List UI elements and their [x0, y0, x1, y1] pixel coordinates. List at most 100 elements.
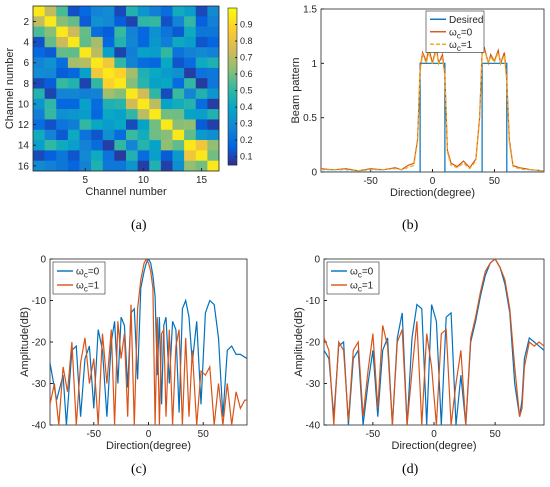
heatmap-cell — [172, 36, 185, 48]
heatmap-cell — [91, 67, 104, 79]
colorbar-band — [228, 112, 237, 116]
ytick-label-d: -10 — [306, 296, 321, 307]
colorbar-band — [228, 136, 237, 140]
heatmap-cell — [195, 47, 208, 58]
ylabel-c: Amplitude(dB) — [19, 307, 31, 377]
xlabel-d: Direction(degree) — [392, 440, 477, 452]
heatmap-ytick-label: 2 — [23, 17, 29, 28]
colorbar-band — [228, 83, 237, 87]
heatmap-cell — [56, 16, 69, 27]
heatmap-cell — [33, 160, 45, 172]
heatmap-cell — [44, 129, 57, 141]
heatmap-cell — [56, 88, 69, 100]
heatmap-cell — [149, 57, 162, 69]
ytick-label-d: -30 — [306, 379, 321, 390]
heatmap-cell — [149, 119, 162, 131]
heatmap-cell — [102, 26, 115, 38]
colorbar-band — [228, 110, 237, 114]
heatmap-cell — [149, 6, 162, 17]
heatmap-cell — [44, 140, 57, 151]
heatmap-cell — [160, 26, 173, 38]
heatmap-cell — [114, 88, 127, 100]
heatmap-cell — [67, 6, 80, 17]
heatmap-cell — [184, 47, 197, 58]
colorbar-band — [228, 78, 237, 82]
heatmap-cell — [137, 47, 150, 58]
heatmap-cell — [160, 140, 173, 151]
colorbar-band — [228, 55, 237, 59]
heatmap-ytick-label: 4 — [23, 38, 29, 49]
heatmap-cell — [195, 129, 208, 141]
heatmap-cell — [160, 98, 173, 110]
heatmap-cell — [79, 140, 92, 151]
heatmap-cell — [184, 57, 197, 69]
heatmap-cell — [195, 16, 208, 27]
heatmap-cell — [126, 109, 138, 120]
colorbar-band — [228, 62, 237, 66]
ytick-label-b: 1.5 — [303, 5, 317, 16]
colorbar-band — [228, 60, 237, 64]
heatmap-cell — [207, 16, 220, 27]
heatmap-cell — [195, 140, 208, 151]
heatmap-cell — [184, 119, 197, 131]
heatmap-cell — [149, 160, 162, 172]
heatmap-cell — [44, 36, 57, 48]
colorbar-tick-label: 0.7 — [240, 53, 253, 63]
heatmap-cell — [172, 150, 185, 161]
heatmap-cell — [195, 78, 208, 89]
colorbar-band — [228, 144, 237, 148]
heatmap-cell — [67, 88, 80, 100]
heatmap-cell — [160, 57, 173, 69]
heatmap-cell — [172, 78, 185, 89]
heatmap-cell — [184, 98, 197, 110]
heatmap-cell — [102, 150, 115, 161]
heatmap-cell — [126, 119, 138, 131]
heatmap-cell — [79, 36, 92, 48]
heatmap-xtick-label: 10 — [138, 175, 150, 186]
heatmap-cell — [114, 57, 127, 69]
heatmap-cell — [67, 150, 80, 161]
xtick-label-b: -50 — [363, 176, 378, 187]
heatmap-cell — [91, 98, 104, 110]
heatmap-cell — [207, 78, 220, 89]
heatmap-cell — [172, 26, 185, 38]
colorbar-band — [228, 89, 237, 93]
heatmap-cell — [195, 88, 208, 100]
heatmap-cell — [102, 88, 115, 100]
heatmap-cell — [207, 140, 220, 151]
xtick-label-b: 50 — [489, 176, 501, 187]
heatmap-cell — [67, 140, 80, 151]
legend-label-b: ωc=0 — [449, 27, 473, 40]
xlabel-c: Direction(degree) — [106, 440, 191, 452]
heatmap-cell — [114, 129, 127, 141]
heatmap-cell — [195, 67, 208, 79]
xtick-label-d: 50 — [490, 429, 502, 440]
heatmap-cell — [195, 119, 208, 131]
caption-a: (a) — [131, 218, 147, 233]
heatmap-cell — [184, 109, 197, 120]
ytick-label-b: 1 — [311, 59, 317, 70]
heatmap-cell — [137, 16, 150, 27]
xtick-label-c: -50 — [87, 429, 102, 440]
heatmap-cell — [33, 67, 45, 79]
ytick-label-d: -40 — [306, 421, 321, 432]
heatmap-cell — [56, 160, 69, 172]
heatmap-cell — [137, 129, 150, 141]
heatmap-cell — [207, 26, 220, 38]
colorbar-band — [228, 36, 237, 40]
colorbar-band — [228, 151, 237, 155]
heatmap-cell — [126, 160, 138, 172]
colorbar-band — [228, 18, 237, 22]
heatmap-cell — [172, 16, 185, 27]
colorbar-band — [228, 13, 237, 17]
heatmap-cell — [160, 78, 173, 89]
heatmap-cell — [126, 36, 138, 48]
heatmap-cell — [149, 78, 162, 89]
colorbar-band — [228, 52, 237, 56]
colorbar-band — [228, 57, 237, 61]
heatmap-cell — [160, 47, 173, 58]
heatmap-cell — [160, 36, 173, 48]
heatmap-cell — [79, 88, 92, 100]
heatmap-cell — [91, 140, 104, 151]
